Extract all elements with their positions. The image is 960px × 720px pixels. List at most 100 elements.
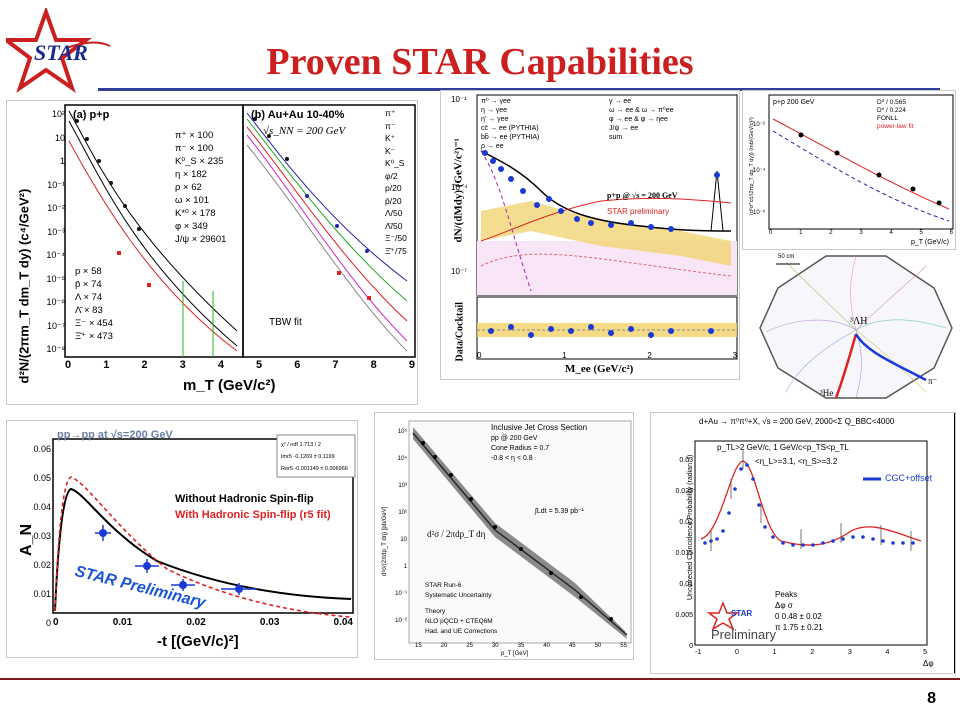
charm-x-ticks: 0 1 2 3 4 5 6 [769,230,953,236]
legend-entry: ρ → ee [481,143,504,150]
dielectron-panel: dN/(dMdy) (GeV/c²)⁻¹ Data/Cocktail M_ee … [440,90,740,380]
x-tick: 1 [103,359,110,371]
legend-entry: Had. and UE Corrections [425,628,498,635]
y-tick: 10⁻⁶ [46,297,65,307]
logo-text: STAR [34,40,88,65]
spectra-ylabel: d²N/(2πm_T dm_T dy) (c⁴/GeV²) [16,188,32,384]
correlation-line2: p_TL>2 GeV/c, 1 GeV/c<p_TS<p_TL [717,443,849,452]
legend-entry: η' → γee [481,116,509,123]
legend-entry: p̄/20 [385,195,402,206]
spinflip-x-ticks: 0 0.01 0.02 0.03 0.04 [53,617,353,628]
jet-xlabel: p_T [GeV] [501,651,529,657]
jet-title: Inclusive Jet Cross Section [491,423,588,432]
spectra-plot [64,104,416,358]
y-tick: 10⁻⁴ [46,250,65,260]
legend-entry: NLO pQCD + CTEQ6M [425,618,493,625]
x-tick: 50 [594,643,602,649]
y-tick: 1 [59,156,65,166]
y-tick: 10⁻² [47,203,65,213]
spinflip-legend-black: Without Hadronic Spin-flip [175,493,314,505]
spinflip-y-ticks: 0.06 0.05 0.04 0.03 0.02 0.01 0 [25,435,51,638]
charm-xlabel: p_T (GeV/c) [911,239,949,246]
x-tick: 0 [477,351,482,360]
star-mini-logo-icon [706,600,740,631]
x-tick: 7 [332,359,339,371]
y-tick: 0.025 [675,488,693,495]
x-tick: 5 [919,230,923,236]
legend-entry: φ × 349 [175,221,208,232]
correlation-xlabel: Δφ [923,659,934,668]
legend-entry: ω × 101 [175,195,210,206]
x-tick: 3 [179,359,186,371]
legend-entry: π⁻ [385,120,396,131]
x-tick: 45 [568,643,576,649]
jet-y-ticks: 10⁵ 10⁴ 10³ 10² 10 1 10⁻¹ 10⁻² [389,419,407,635]
spinflip-header: pp→pp at √s=200 GeV [57,429,173,441]
x-tick: 0 [734,649,739,656]
y-tick: 10⁻⁴ [753,168,766,174]
star-logo-icon [0,6,92,94]
spinflip-panel: pp→pp at √s=200 GeV χ² / ndf 1.713 / 2 I… [6,420,358,658]
x-tick: 25 [466,643,473,649]
correlation-plot [694,413,955,673]
y-tick: 10⁻³ [47,226,65,237]
legend-entry: K⁰_S × 235 [175,156,224,167]
spinflip-xlabel: -t [(GeV/c)²] [157,633,239,650]
event-particle-hypertriton: ³ΛH [850,316,868,327]
x-tick: 20 [440,643,448,649]
spectra-energy: √s_NN = 200 GeV [263,125,346,137]
fit-row: χ² / ndf 1.713 / 2 [281,442,321,448]
y-tick: 10⁻⁷ [451,267,468,276]
peaks-row: π 1.75 ± 0.21 [775,623,823,632]
x-tick: 4 [217,359,224,371]
legend-entry: p̄ × 74 [75,279,102,290]
dielectron-ylabel2: Data/Cocktail [454,302,466,362]
jet-ylabel: d²σ/(2πdp_T dη) [pb/GeV] [382,506,388,576]
legend-entry: sum [609,134,623,141]
legend-entry: ρ × 62 [175,182,202,193]
x-tick: 0.03 [259,617,280,628]
x-tick: 55 [620,643,627,649]
correlation-preliminary: Preliminary [711,627,777,642]
charm-legend: D⁰ / 0.565 D* / 0.224 FONLL power-law fi… [877,99,913,131]
legend-entry: K⁰_S [385,158,405,168]
x-tick: 1 [772,649,777,656]
correlation-y-ticks: 0.03 0.025 0.02 0.015 0.01 0.005 0 [661,445,693,662]
y-tick: 10⁻² [395,618,407,624]
x-tick: 0.01 [112,617,133,628]
x-tick: 2 [647,351,652,360]
x-tick: 6 [294,359,301,371]
correlation-panel: d+Au → π⁰π⁰+X, √s = 200 GeV, 2000<Σ Q_BB… [650,412,956,674]
y-tick: 0.005 [675,612,693,619]
y-tick: 0.01 [679,581,693,588]
legend-entry: η × 182 [175,169,207,180]
jet-formula: d²σ / 2πdp_T dη [427,529,486,539]
y-tick: 0.03 [33,531,51,541]
y-tick: 10⁴ [397,456,407,462]
x-tick: 40 [543,643,550,649]
x-tick: 6 [949,230,953,236]
x-tick: 2 [810,649,815,656]
x-tick: 9 [408,359,415,371]
charm-system: p+p 200 GeV [773,99,815,106]
correlation-legend: CGC+offset [885,473,933,483]
x-tick: -1 [695,649,702,656]
legend-entry: Theory [425,608,446,615]
legend-entry: φ → ee & φ → ηee [609,116,668,123]
y-tick: 0.01 [33,589,51,599]
x-tick: 4 [889,230,893,236]
x-tick: 0 [769,230,773,236]
spectra-y-ticks: 10² 10 1 10⁻¹ 10⁻² 10⁻³ 10⁻⁴ 10⁻⁵ 10⁻⁶ 1… [37,103,65,362]
jet-line2: Cone Radius = 0.7 [491,445,550,452]
x-tick: 5 [256,359,263,371]
y-tick: 10² [51,109,65,119]
y-tick: 0.06 [33,444,51,454]
spectra-legend-auau: π⁺ π⁻ K⁺ K⁻ K⁰_S φ/2 p/20 p̄/20 Λ/50 Λ̄/… [385,107,407,257]
y-tick: 10⁻⁴ [451,183,468,192]
spinflip-legend-red: With Hadronic Spin-flip (r5 fit) [175,509,331,521]
x-tick: 0 [53,617,59,628]
legend-entry: Ξ̄⁺ × 473 [75,331,113,342]
spectra-left-label: (a) p+p [73,109,110,121]
event-particle-helium: ³He [820,388,834,398]
charm-ylabel: (d²σ^cc̄/(2πp_T dp_T dy)) (mb/(GeV/c)²) [749,117,755,215]
